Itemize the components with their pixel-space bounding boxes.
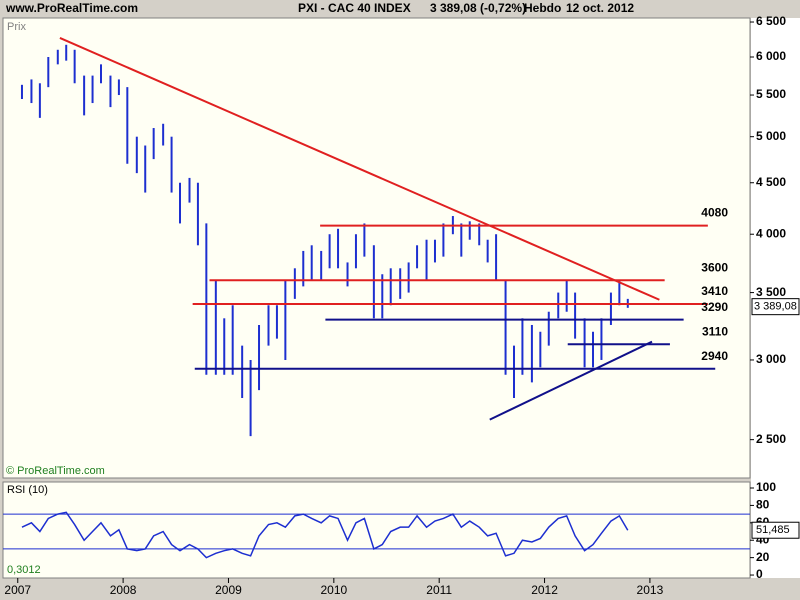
date: 12 oct. 2012 bbox=[566, 1, 634, 15]
period: Hebdo bbox=[524, 1, 561, 15]
level-label: 2940 bbox=[701, 349, 728, 363]
level-label: 3110 bbox=[702, 324, 728, 338]
credit: © ProRealTime.com bbox=[6, 465, 105, 477]
site: www.ProRealTime.com bbox=[5, 1, 138, 15]
x-tick-label: 2013 bbox=[637, 583, 664, 597]
right-axis bbox=[751, 18, 800, 578]
x-tick-label: 2011 bbox=[426, 583, 452, 597]
y-axis-label: Prix bbox=[7, 21, 26, 33]
level-label: 4080 bbox=[701, 206, 728, 220]
trend-line bbox=[59, 37, 660, 301]
rsi-title: RSI (10) bbox=[7, 484, 48, 496]
y-tick-label: 3 500 bbox=[756, 285, 786, 299]
y-tick-label: 6 500 bbox=[756, 14, 786, 28]
y-tick-label: 80 bbox=[756, 498, 770, 512]
rsi-panel bbox=[2, 481, 751, 579]
rsi-line bbox=[21, 511, 629, 559]
level-label: 3410 bbox=[701, 284, 728, 298]
y-tick-label: 6 000 bbox=[756, 49, 786, 63]
trend-line bbox=[489, 340, 653, 421]
level-label: 3290 bbox=[701, 300, 728, 314]
x-tick-label: 2007 bbox=[4, 583, 31, 597]
y-tick-label: 5 000 bbox=[756, 129, 786, 143]
y-tick-label: 20 bbox=[756, 550, 770, 564]
y-tick-label: 100 bbox=[756, 480, 776, 494]
y-tick-label: 4 000 bbox=[756, 226, 786, 240]
y-tick-label: 4 500 bbox=[756, 175, 786, 189]
x-tick-label: 2010 bbox=[320, 583, 347, 597]
price-panel bbox=[2, 17, 751, 479]
x-tick-label: 2008 bbox=[110, 583, 137, 597]
y-tick-label: 3 000 bbox=[756, 352, 786, 366]
last-value-label: 51,485 bbox=[756, 524, 790, 536]
level-label: 3600 bbox=[701, 260, 728, 274]
last-value-label: 3 389,08 bbox=[754, 301, 797, 313]
title: PXI - CAC 40 INDEX bbox=[298, 1, 411, 15]
y-tick-label: 2 500 bbox=[756, 432, 786, 446]
y-tick-label: 0 bbox=[756, 567, 763, 581]
last-value-box bbox=[751, 521, 800, 539]
quote: 3 389,08 (-0,72%) bbox=[430, 1, 526, 15]
x-tick-label: 2012 bbox=[531, 583, 558, 597]
rsi-footer: 0,3012 bbox=[7, 564, 41, 576]
x-tick-label: 2009 bbox=[215, 583, 242, 597]
y-tick-label: 5 500 bbox=[756, 87, 786, 101]
last-value-box bbox=[751, 298, 800, 316]
